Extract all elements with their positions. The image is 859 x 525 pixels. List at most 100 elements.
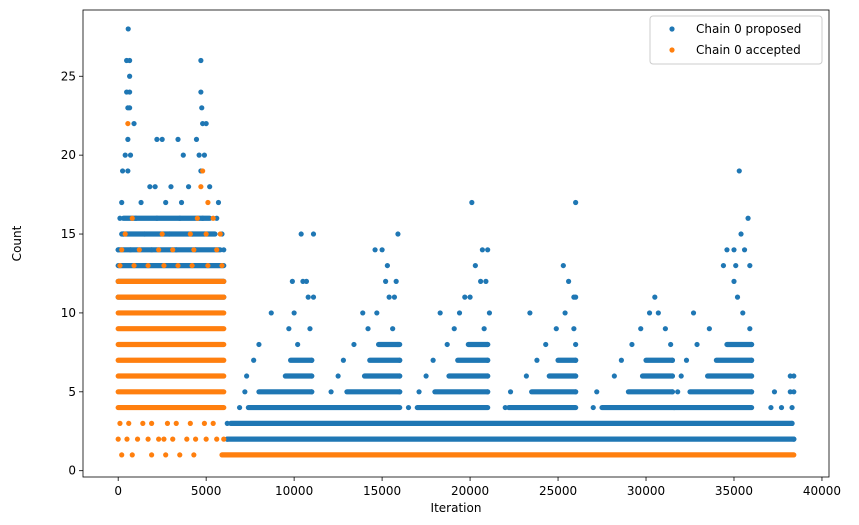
series-1-point-48 bbox=[129, 452, 135, 458]
y-axis: 0 5 10 15 20 25 bbox=[61, 69, 83, 478]
series-0-point-135 bbox=[430, 357, 436, 363]
series-0-point-93 bbox=[734, 294, 741, 300]
series-0-band-2 bbox=[245, 404, 403, 411]
series-0-band-13 bbox=[361, 373, 403, 379]
series-0-point-15 bbox=[154, 136, 160, 142]
series-0-point-33 bbox=[469, 199, 475, 206]
series-0-point-16 bbox=[159, 136, 165, 142]
series-1-point-45 bbox=[214, 436, 220, 442]
series-1-point-51 bbox=[177, 452, 183, 458]
series-0-point-134 bbox=[397, 357, 403, 363]
series-0-point-96 bbox=[360, 310, 366, 316]
series-1-point-10 bbox=[203, 231, 209, 237]
series-0-band-17 bbox=[704, 373, 755, 379]
series-1-band-9 bbox=[115, 278, 227, 284]
series-1-point-12 bbox=[119, 247, 125, 253]
series-0-point-23 bbox=[127, 152, 134, 158]
series-1-point-22 bbox=[175, 262, 181, 269]
series-1-point-31 bbox=[173, 420, 179, 426]
series-1-point-33 bbox=[201, 420, 208, 426]
series-1 bbox=[115, 120, 797, 458]
series-0-point-151 bbox=[611, 373, 617, 379]
series-1-point-5 bbox=[194, 215, 200, 221]
series-1-band-6 bbox=[115, 326, 227, 332]
series-0-point-0 bbox=[125, 26, 131, 32]
series-0-point-88 bbox=[462, 294, 468, 300]
series-0-point-52 bbox=[141, 231, 148, 237]
series-0-point-20 bbox=[180, 152, 186, 158]
series-0-point-119 bbox=[256, 341, 262, 348]
series-0-band-9 bbox=[529, 389, 579, 395]
series-0-band-3 bbox=[414, 404, 491, 411]
series-0-point-12 bbox=[203, 120, 209, 127]
series-1-band-0 bbox=[219, 452, 797, 458]
series-0-point-45 bbox=[200, 215, 206, 221]
series-0-point-80 bbox=[478, 278, 484, 284]
series-0-point-174 bbox=[502, 404, 508, 411]
series-0-point-177 bbox=[768, 404, 774, 411]
series-0-point-32 bbox=[207, 184, 213, 190]
series-0-point-47 bbox=[298, 231, 304, 237]
x-tick-label: 10000 bbox=[275, 484, 313, 498]
series-0-point-180 bbox=[224, 420, 230, 426]
series-0-point-43 bbox=[154, 215, 160, 221]
series-0-point-156 bbox=[791, 373, 797, 379]
series-0-point-171 bbox=[791, 389, 797, 395]
series-0-point-183 bbox=[791, 436, 797, 442]
series-1-point-20 bbox=[145, 262, 151, 269]
series-0-point-160 bbox=[397, 389, 403, 395]
series-0-point-145 bbox=[335, 373, 341, 379]
series-1-point-29 bbox=[149, 420, 155, 426]
series-0-point-65 bbox=[149, 247, 155, 253]
series-0-point-53 bbox=[166, 231, 172, 237]
series-0-point-39 bbox=[215, 199, 222, 206]
series-0-point-27 bbox=[125, 168, 131, 174]
series-0-point-127 bbox=[629, 341, 635, 348]
series-0-point-117 bbox=[706, 326, 712, 332]
legend-marker-accepted bbox=[669, 47, 675, 53]
series-0-point-168 bbox=[748, 389, 755, 395]
series-1-point-40 bbox=[161, 436, 167, 442]
series-0-point-146 bbox=[397, 373, 403, 379]
series-0-point-87 bbox=[391, 294, 398, 300]
series-0-point-92 bbox=[652, 294, 658, 300]
series-0-point-106 bbox=[740, 310, 746, 316]
series-0-point-78 bbox=[383, 278, 389, 284]
series-0-band-29 bbox=[115, 262, 227, 269]
series-1-point-30 bbox=[164, 420, 171, 426]
series-0-point-109 bbox=[365, 326, 371, 332]
series-0-point-157 bbox=[242, 389, 248, 395]
series-0-point-103 bbox=[646, 310, 653, 316]
series-0-band-23 bbox=[713, 357, 755, 363]
series-0-point-77 bbox=[303, 278, 310, 284]
series-0-point-163 bbox=[507, 389, 514, 395]
series-1-point-44 bbox=[203, 436, 209, 442]
series-0-point-40 bbox=[745, 215, 751, 221]
series-0-point-164 bbox=[573, 389, 579, 395]
series-0-point-112 bbox=[481, 326, 487, 332]
series-0-point-25 bbox=[119, 168, 126, 174]
series-0-point-75 bbox=[289, 278, 295, 284]
x-tick-label: 0 bbox=[114, 484, 122, 498]
series-0-point-105 bbox=[690, 310, 697, 316]
series-0-point-100 bbox=[486, 310, 493, 316]
series-1-point-42 bbox=[184, 436, 190, 442]
series-0-point-97 bbox=[374, 310, 380, 316]
series-0-point-173 bbox=[405, 404, 412, 411]
x-tick-label: 40000 bbox=[803, 484, 841, 498]
series-0-point-64 bbox=[127, 247, 134, 253]
series-0-band-16 bbox=[639, 373, 676, 379]
series-0-point-172 bbox=[236, 404, 243, 411]
series-0-point-71 bbox=[560, 262, 566, 269]
series-0-band-1 bbox=[228, 420, 795, 426]
series-1-point-26 bbox=[117, 420, 123, 426]
series-1-point-8 bbox=[159, 231, 165, 237]
series-1-point-36 bbox=[124, 436, 130, 442]
series-0-band-25 bbox=[465, 341, 491, 348]
series-1-point-11 bbox=[217, 231, 223, 237]
series-0-point-166 bbox=[669, 389, 676, 395]
series-1-point-0 bbox=[125, 120, 131, 127]
series-0-point-128 bbox=[668, 341, 674, 348]
series-0-band-20 bbox=[455, 357, 491, 363]
